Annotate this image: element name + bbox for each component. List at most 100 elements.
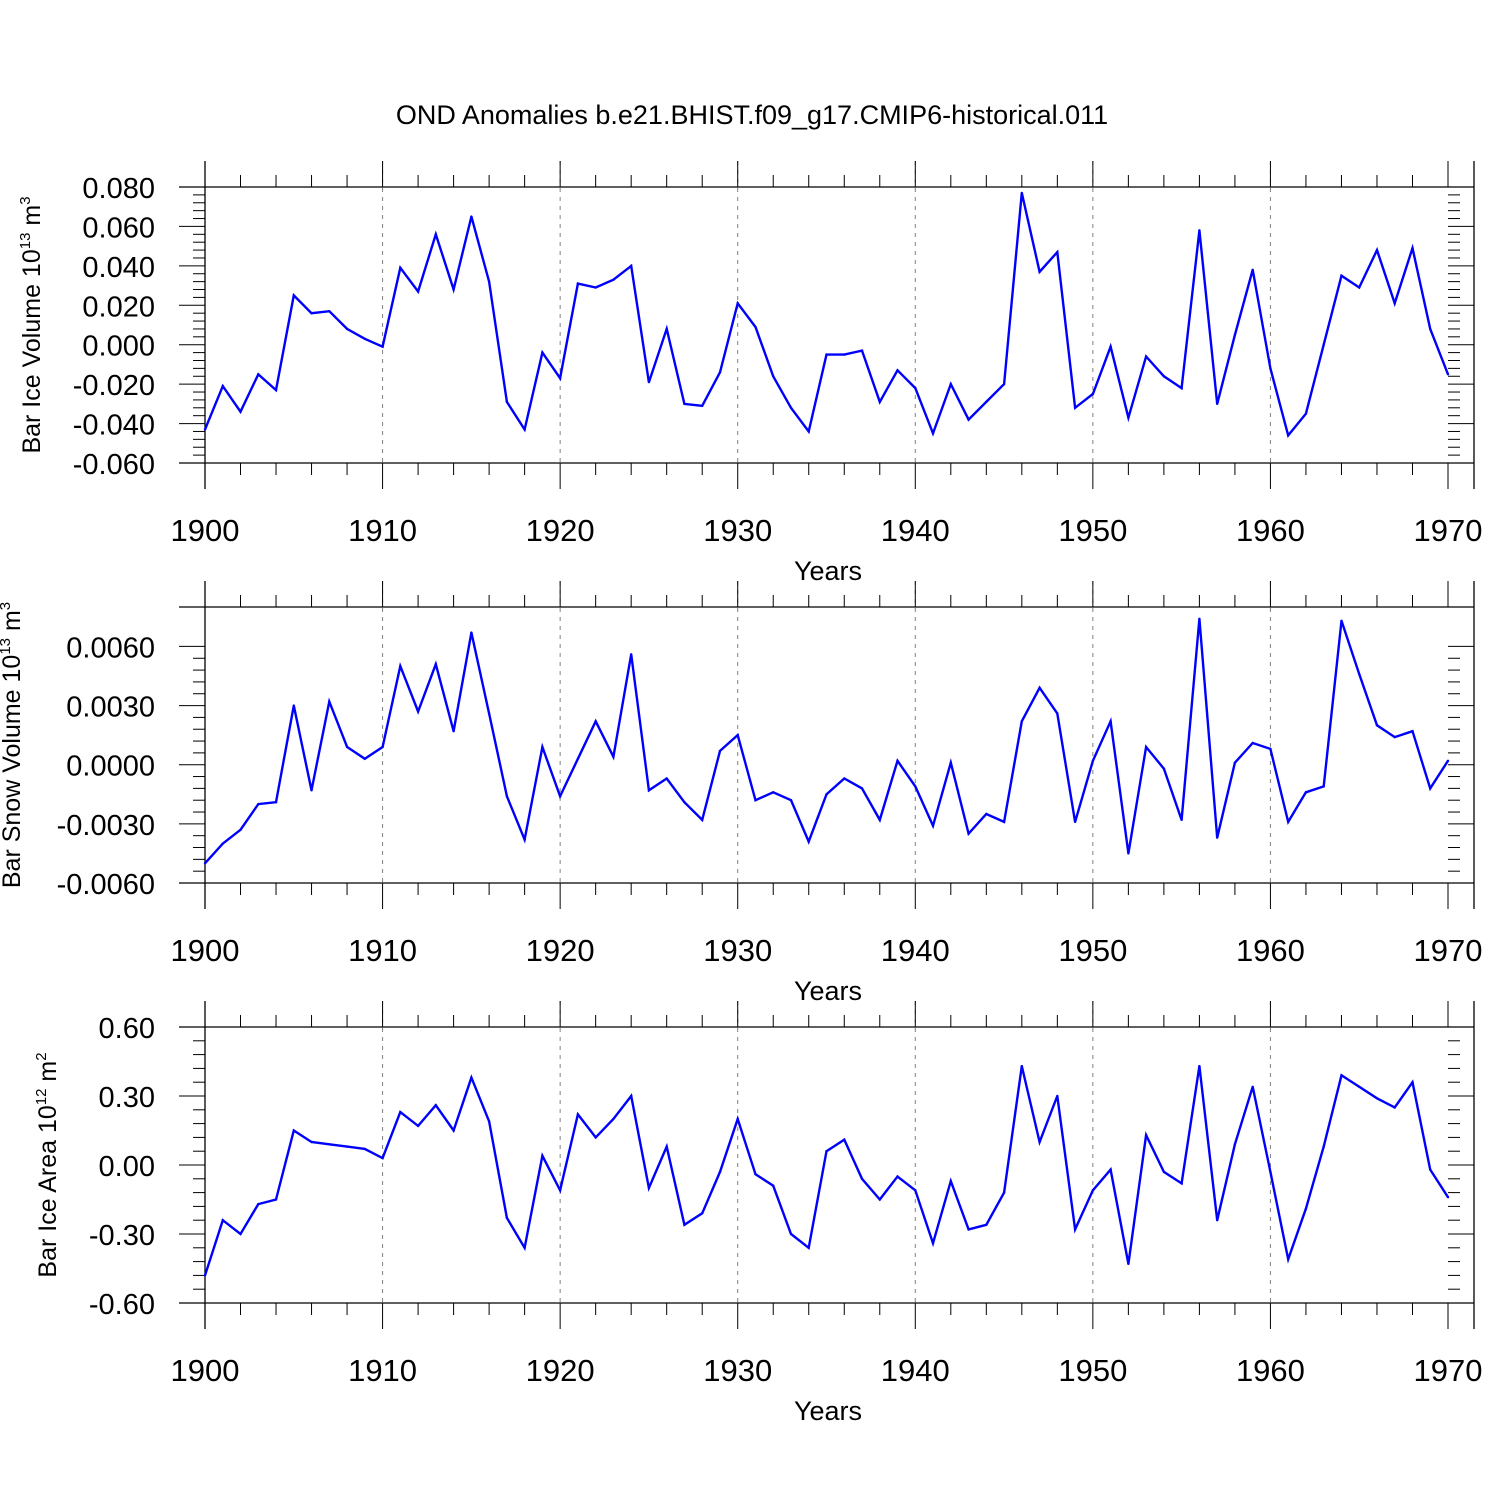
data-point bbox=[754, 1173, 757, 1176]
data-point bbox=[203, 862, 207, 865]
data-point bbox=[328, 700, 331, 703]
data-point bbox=[345, 745, 349, 749]
data-point bbox=[1233, 761, 1237, 764]
data-point bbox=[949, 1179, 952, 1183]
data-point bbox=[683, 1223, 686, 1227]
data-point bbox=[1180, 818, 1183, 822]
data-point bbox=[1144, 355, 1148, 358]
y-tick-label: -0.60 bbox=[89, 1289, 155, 1321]
data-point bbox=[878, 818, 881, 822]
data-point bbox=[931, 824, 935, 828]
x-axis-title: Years bbox=[794, 976, 862, 1006]
data-point bbox=[807, 1246, 810, 1250]
y-axis-title-sup: 2 bbox=[33, 1052, 50, 1060]
data-point bbox=[1393, 735, 1396, 739]
data-point bbox=[665, 1145, 668, 1148]
data-point bbox=[203, 1274, 207, 1277]
y-tick-label: -0.0030 bbox=[57, 810, 155, 842]
data-point bbox=[1020, 1064, 1024, 1068]
data-point bbox=[1340, 619, 1343, 622]
data-point bbox=[1215, 836, 1219, 839]
data-point bbox=[718, 1170, 722, 1174]
data-point bbox=[701, 1212, 704, 1215]
x-tick-label: 1940 bbox=[881, 1353, 950, 1388]
data-point bbox=[647, 380, 651, 384]
data-point bbox=[1091, 759, 1095, 762]
data-point bbox=[399, 664, 402, 668]
x-tick-label: 1960 bbox=[1236, 513, 1305, 548]
x-tick-label: 1910 bbox=[348, 513, 417, 548]
data-point bbox=[967, 1228, 970, 1231]
data-point bbox=[1198, 229, 1201, 232]
data-point bbox=[629, 653, 633, 656]
data-point bbox=[896, 759, 899, 762]
x-tick-label: 1950 bbox=[1058, 1353, 1127, 1388]
data-point bbox=[576, 282, 580, 285]
data-point bbox=[914, 1189, 917, 1192]
data-point bbox=[345, 1145, 349, 1148]
data-point bbox=[239, 828, 242, 831]
y-axis-title-part: m bbox=[0, 610, 26, 638]
data-point bbox=[203, 428, 207, 431]
x-tick-label: 1970 bbox=[1414, 513, 1483, 548]
series-line-ice-area bbox=[203, 1065, 1450, 1276]
data-point bbox=[629, 264, 633, 268]
y-axis-title-sup: 3 bbox=[0, 602, 14, 610]
y-axis-title-part: Bar Snow Volume 10 bbox=[0, 655, 26, 888]
x-tick-label: 1970 bbox=[1414, 1353, 1483, 1388]
data-point bbox=[328, 310, 331, 313]
data-point bbox=[896, 1175, 899, 1178]
data-point bbox=[594, 286, 597, 289]
data-point bbox=[1127, 416, 1130, 419]
data-point bbox=[274, 1198, 278, 1201]
y-tick-label: 0.000 bbox=[82, 331, 155, 363]
data-point bbox=[1144, 1133, 1148, 1137]
data-point bbox=[523, 838, 526, 841]
y-tick-label: 0.080 bbox=[82, 173, 155, 205]
x-tick-label: 1940 bbox=[881, 933, 950, 968]
data-point bbox=[683, 800, 686, 804]
y-tick-label: -0.040 bbox=[73, 410, 155, 442]
data-point bbox=[1304, 412, 1308, 415]
data-point bbox=[1127, 1262, 1130, 1266]
data-point bbox=[647, 1186, 651, 1190]
data-point bbox=[985, 812, 988, 816]
data-point bbox=[860, 1177, 864, 1181]
data-point bbox=[1304, 1207, 1308, 1210]
data-point bbox=[523, 1246, 526, 1250]
data-point bbox=[239, 1232, 242, 1236]
data-point bbox=[772, 791, 775, 794]
data-point bbox=[807, 430, 810, 433]
data-point bbox=[1180, 1182, 1183, 1185]
data-point bbox=[843, 1138, 846, 1141]
data-point bbox=[274, 800, 278, 804]
data-point bbox=[1091, 392, 1095, 396]
data-point bbox=[612, 755, 615, 759]
data-point bbox=[381, 1156, 384, 1160]
data-point bbox=[1393, 1106, 1396, 1109]
y-axis-title: Bar Snow Volume 1013 m3 bbox=[0, 602, 26, 888]
x-tick-label: 1930 bbox=[703, 513, 772, 548]
data-point bbox=[1109, 720, 1112, 723]
y-axis-title: Bar Ice Volume 1013 m3 bbox=[17, 196, 46, 453]
data-point bbox=[967, 418, 970, 421]
data-point bbox=[345, 327, 349, 331]
data-point bbox=[363, 757, 367, 760]
x-tick-label: 1930 bbox=[703, 1353, 772, 1388]
x-tick-label: 1920 bbox=[526, 1353, 595, 1388]
data-point bbox=[1446, 1196, 1450, 1199]
y-tick-label: 0.60 bbox=[99, 1013, 155, 1045]
data-point bbox=[257, 373, 260, 376]
y-tick-label: 0.0000 bbox=[66, 751, 155, 783]
x-tick-label: 1960 bbox=[1236, 1353, 1305, 1388]
data-point bbox=[772, 375, 775, 378]
y-axis-title-sup: 12 bbox=[33, 1089, 50, 1106]
data-point bbox=[558, 1189, 562, 1192]
data-point bbox=[1286, 820, 1290, 824]
data-point bbox=[576, 757, 580, 760]
data-point bbox=[416, 710, 420, 713]
data-point bbox=[1127, 852, 1130, 855]
data-point bbox=[452, 288, 455, 291]
y-tick-label: 0.0030 bbox=[66, 692, 155, 724]
